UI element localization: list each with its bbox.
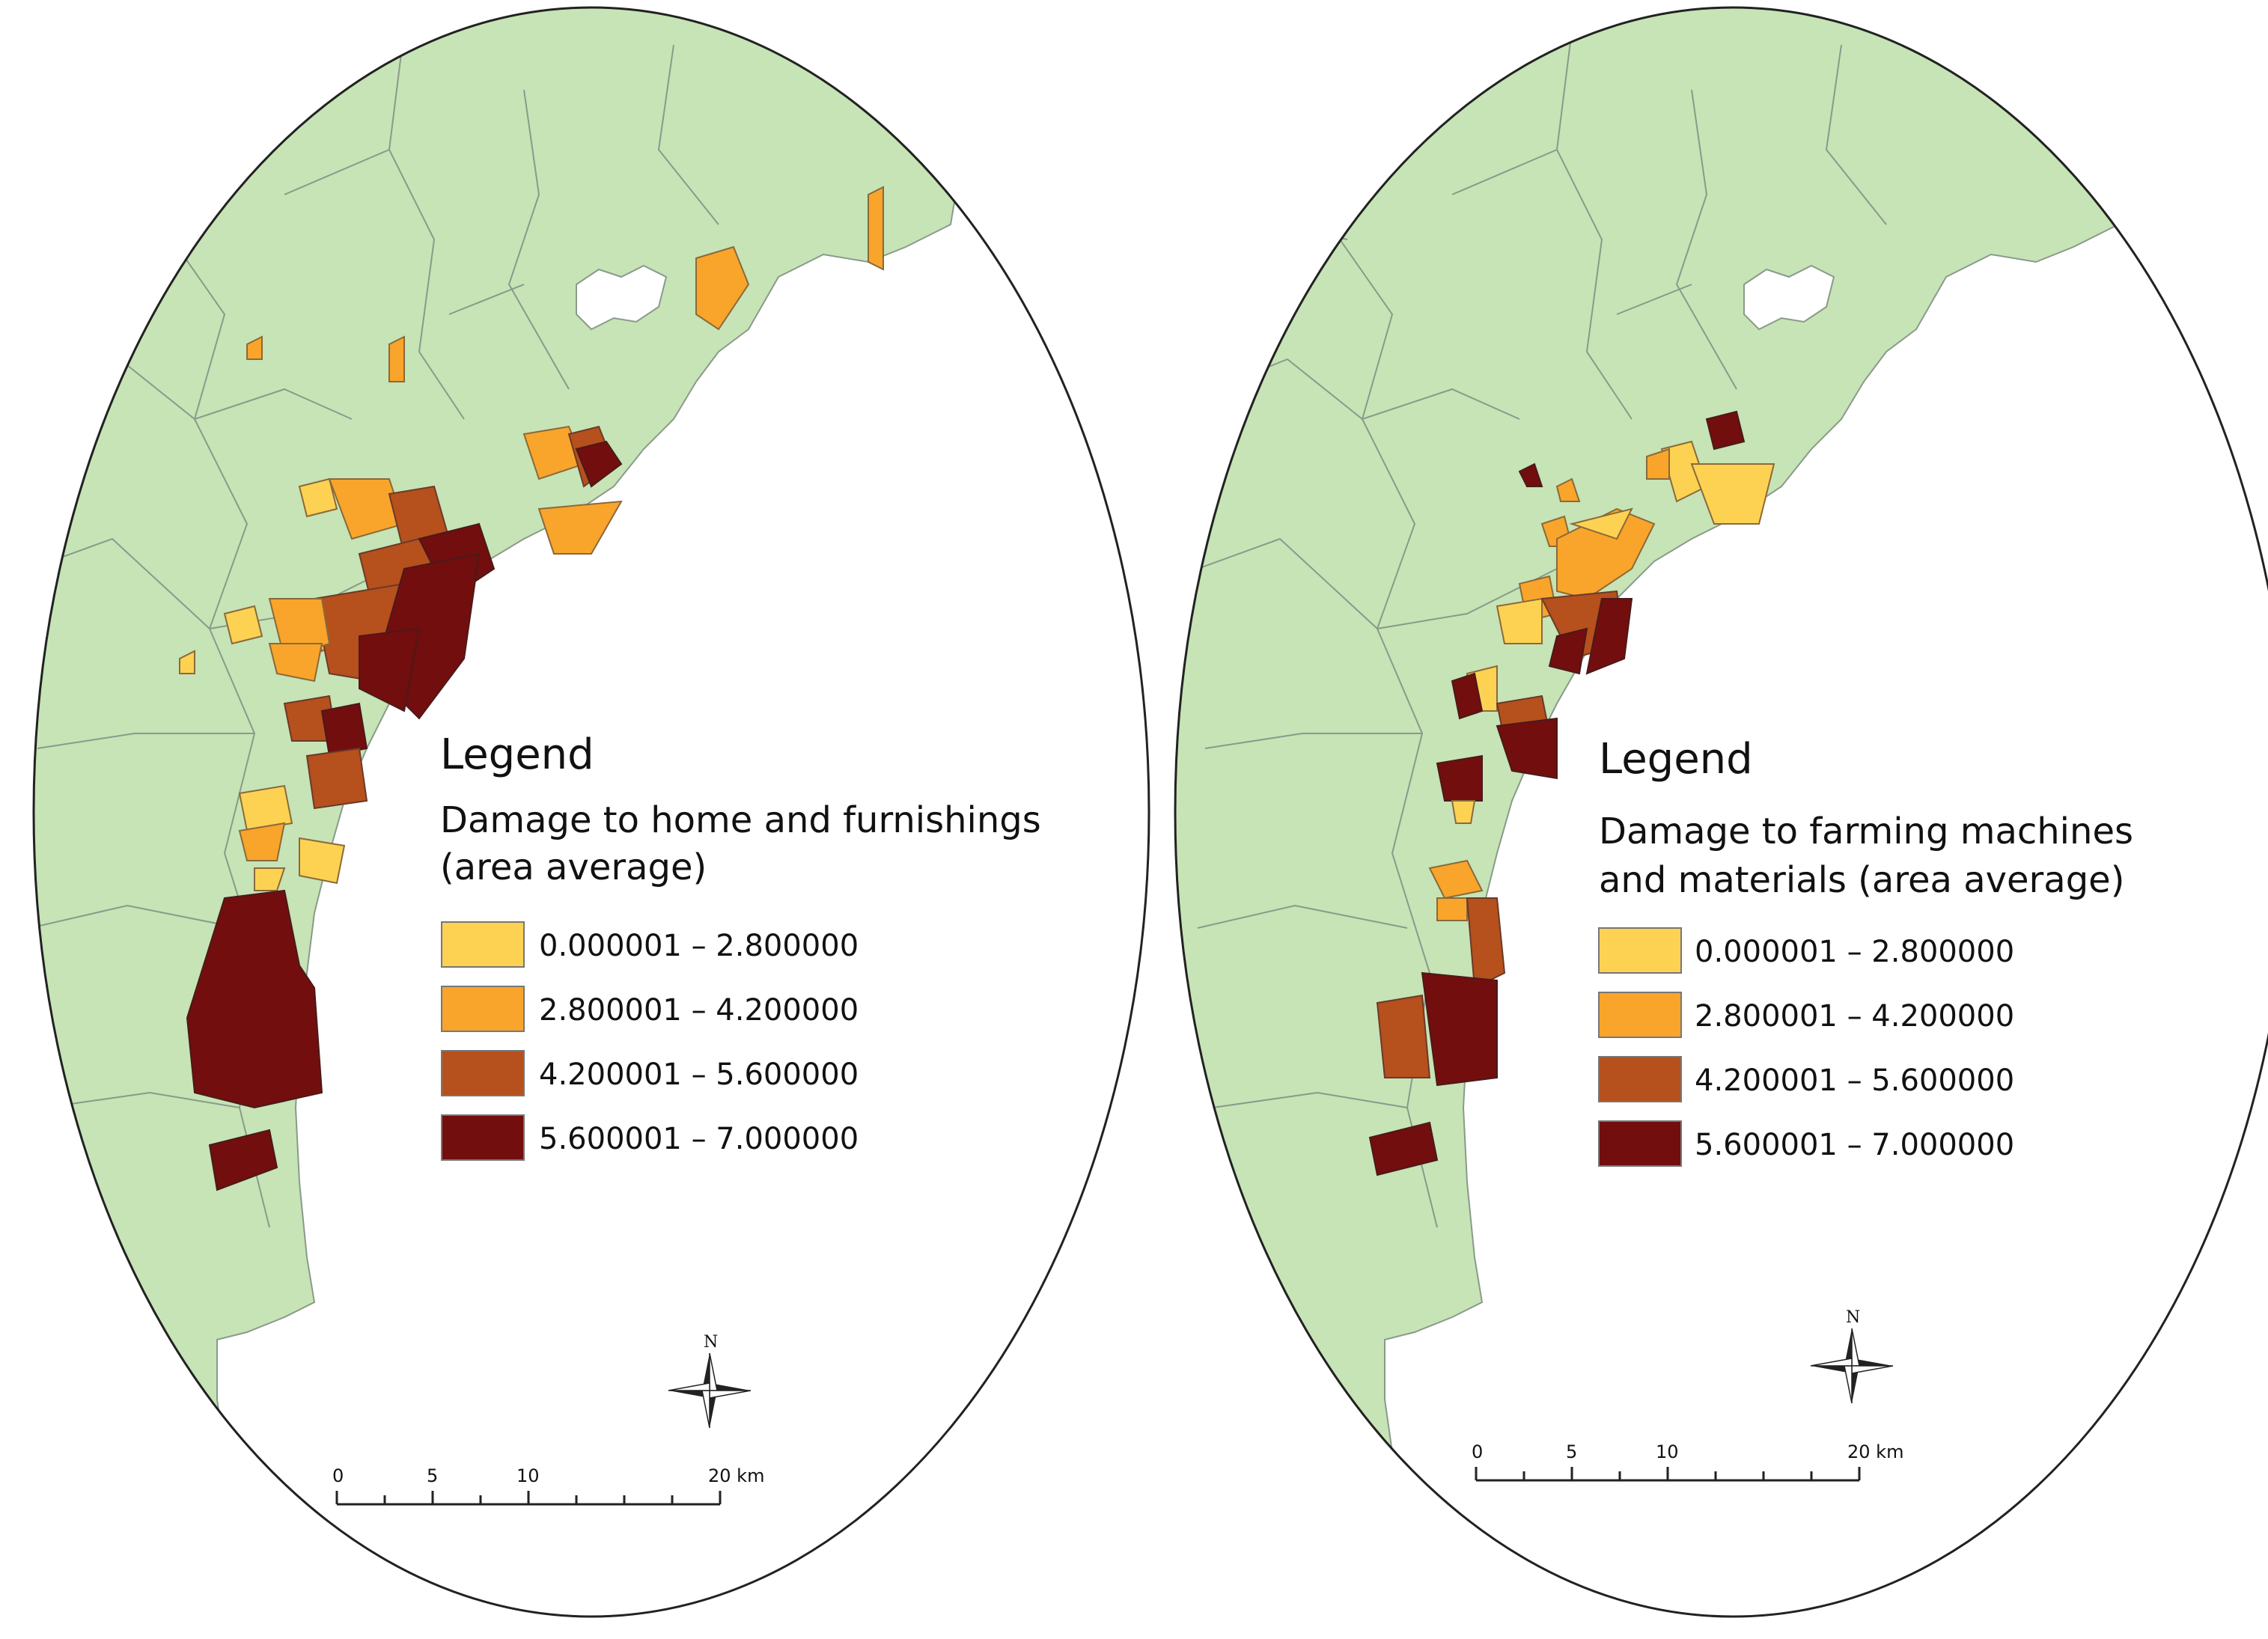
- map-area-left: [34, 7, 989, 1453]
- region-class1: [298, 477, 338, 518]
- svg-text:0.000001 – 2.800000: 0.000001 – 2.800000: [539, 929, 859, 963]
- svg-text:5.600001 – 7.000000: 5.600001 – 7.000000: [539, 1122, 859, 1156]
- scale-bar: 0 5 10 20 km: [332, 1465, 764, 1506]
- region-class4: [359, 627, 421, 712]
- legend-subtitle-line1: Damage to home and furnishings: [440, 799, 1041, 841]
- legend-item: 2.800001 – 4.200000: [1598, 992, 2014, 1038]
- legend-title: Legend: [1599, 735, 1753, 784]
- legend-subtitle-line2: (area average): [440, 846, 707, 888]
- damage-regions-left: [179, 186, 884, 1191]
- svg-text:4.200001 – 5.600000: 4.200001 – 5.600000: [539, 1057, 859, 1092]
- legend-item: 0.000001 – 2.800000: [441, 921, 859, 968]
- land-area: [1175, 7, 2156, 1453]
- region-class2: [388, 335, 405, 382]
- svg-text:4.200001 – 5.600000: 4.200001 – 5.600000: [1695, 1063, 2014, 1098]
- svg-text:20 km: 20 km: [708, 1465, 764, 1486]
- legend-subtitle-line1: Damage to farming machines: [1599, 811, 2133, 852]
- north-arrow-icon: N: [1810, 1308, 1894, 1404]
- region-class2: [1556, 507, 1656, 600]
- land-area: [34, 7, 989, 1453]
- region-class4: [1518, 463, 1543, 487]
- region-class3: [1466, 897, 1506, 989]
- region-class2: [537, 500, 623, 555]
- legend-item: 4.200001 – 5.600000: [1598, 1056, 2014, 1102]
- svg-text:0.000001 – 2.800000: 0.000001 – 2.800000: [1695, 935, 2014, 969]
- region-class4: [208, 1129, 278, 1191]
- region-class2: [1436, 897, 1468, 921]
- region-class1: [254, 867, 286, 891]
- region-class4: [1368, 1121, 1439, 1176]
- region-class2: [268, 643, 323, 683]
- region-class1: [1496, 597, 1543, 644]
- legend-left: Legend Damage to home and furnishings (a…: [440, 730, 1041, 1161]
- region-class2: [1428, 859, 1484, 900]
- region-class1: [179, 650, 195, 674]
- svg-text:5: 5: [427, 1465, 438, 1486]
- region-class4: [1496, 717, 1558, 780]
- svg-text:2.800001 – 4.200000: 2.800001 – 4.200000: [539, 993, 859, 1028]
- map-panel-right: Legend Damage to farming machines and ma…: [1174, 6, 2268, 1618]
- svg-text:10: 10: [516, 1465, 540, 1486]
- region-class4: [1451, 672, 1484, 720]
- region-class2: [246, 335, 263, 360]
- region-class4: [1585, 598, 1633, 675]
- region-class4: [1421, 971, 1498, 1087]
- svg-text:N: N: [704, 1333, 718, 1352]
- region-class1: [1690, 463, 1775, 525]
- region-class3: [1376, 994, 1431, 1078]
- region-class4: [575, 440, 623, 488]
- north-arrow-icon: N: [668, 1333, 752, 1429]
- scale-bar: 0 5 10 20 km: [1472, 1441, 1903, 1482]
- legend-item: 2.800001 – 4.200000: [441, 986, 859, 1032]
- region-class2: [695, 245, 750, 331]
- region-class1: [238, 784, 293, 832]
- legend-item: 5.600001 – 7.000000: [441, 1114, 859, 1161]
- region-class4: [186, 889, 323, 1109]
- region-class2: [1555, 477, 1581, 502]
- legend-item: 4.200001 – 5.600000: [441, 1050, 859, 1096]
- damage-regions-right: [1368, 410, 1775, 1176]
- map-area-right: [1175, 7, 2156, 1453]
- legend-item: 0.000001 – 2.800000: [1598, 927, 2014, 974]
- svg-text:20 km: 20 km: [1847, 1441, 1903, 1462]
- region-class1: [1569, 507, 1633, 540]
- region-class2: [1646, 448, 1670, 480]
- svg-text:10: 10: [1656, 1441, 1679, 1462]
- legend-title: Legend: [440, 730, 594, 779]
- region-class4: [320, 702, 368, 757]
- svg-text:2.800001 – 4.200000: 2.800001 – 4.200000: [1695, 999, 2014, 1034]
- region-class1: [299, 837, 346, 885]
- region-class2: [238, 822, 286, 861]
- svg-text:N: N: [1846, 1308, 1860, 1327]
- svg-text:5: 5: [1566, 1441, 1577, 1462]
- region-class1: [1451, 800, 1476, 824]
- map-frame-left: [32, 6, 1150, 1618]
- legend-subtitle-line2: and materials (area average): [1599, 859, 2124, 901]
- legend-right: Legend Damage to farming machines and ma…: [1598, 735, 2133, 1167]
- region-class4: [1705, 410, 1746, 451]
- region-class4: [1436, 754, 1483, 802]
- region-class2: [868, 186, 884, 271]
- region-class4: [1548, 627, 1588, 675]
- svg-text:0: 0: [1472, 1441, 1483, 1462]
- legend-item: 5.600001 – 7.000000: [1598, 1120, 2014, 1167]
- region-class3: [305, 747, 368, 810]
- map-frame-right: [1174, 6, 2268, 1618]
- region-class1: [223, 605, 263, 645]
- map-panel-left: Legend Damage to home and furnishings (a…: [32, 6, 1150, 1618]
- svg-text:0: 0: [332, 1465, 344, 1486]
- svg-text:5.600001 – 7.000000: 5.600001 – 7.000000: [1695, 1128, 2014, 1162]
